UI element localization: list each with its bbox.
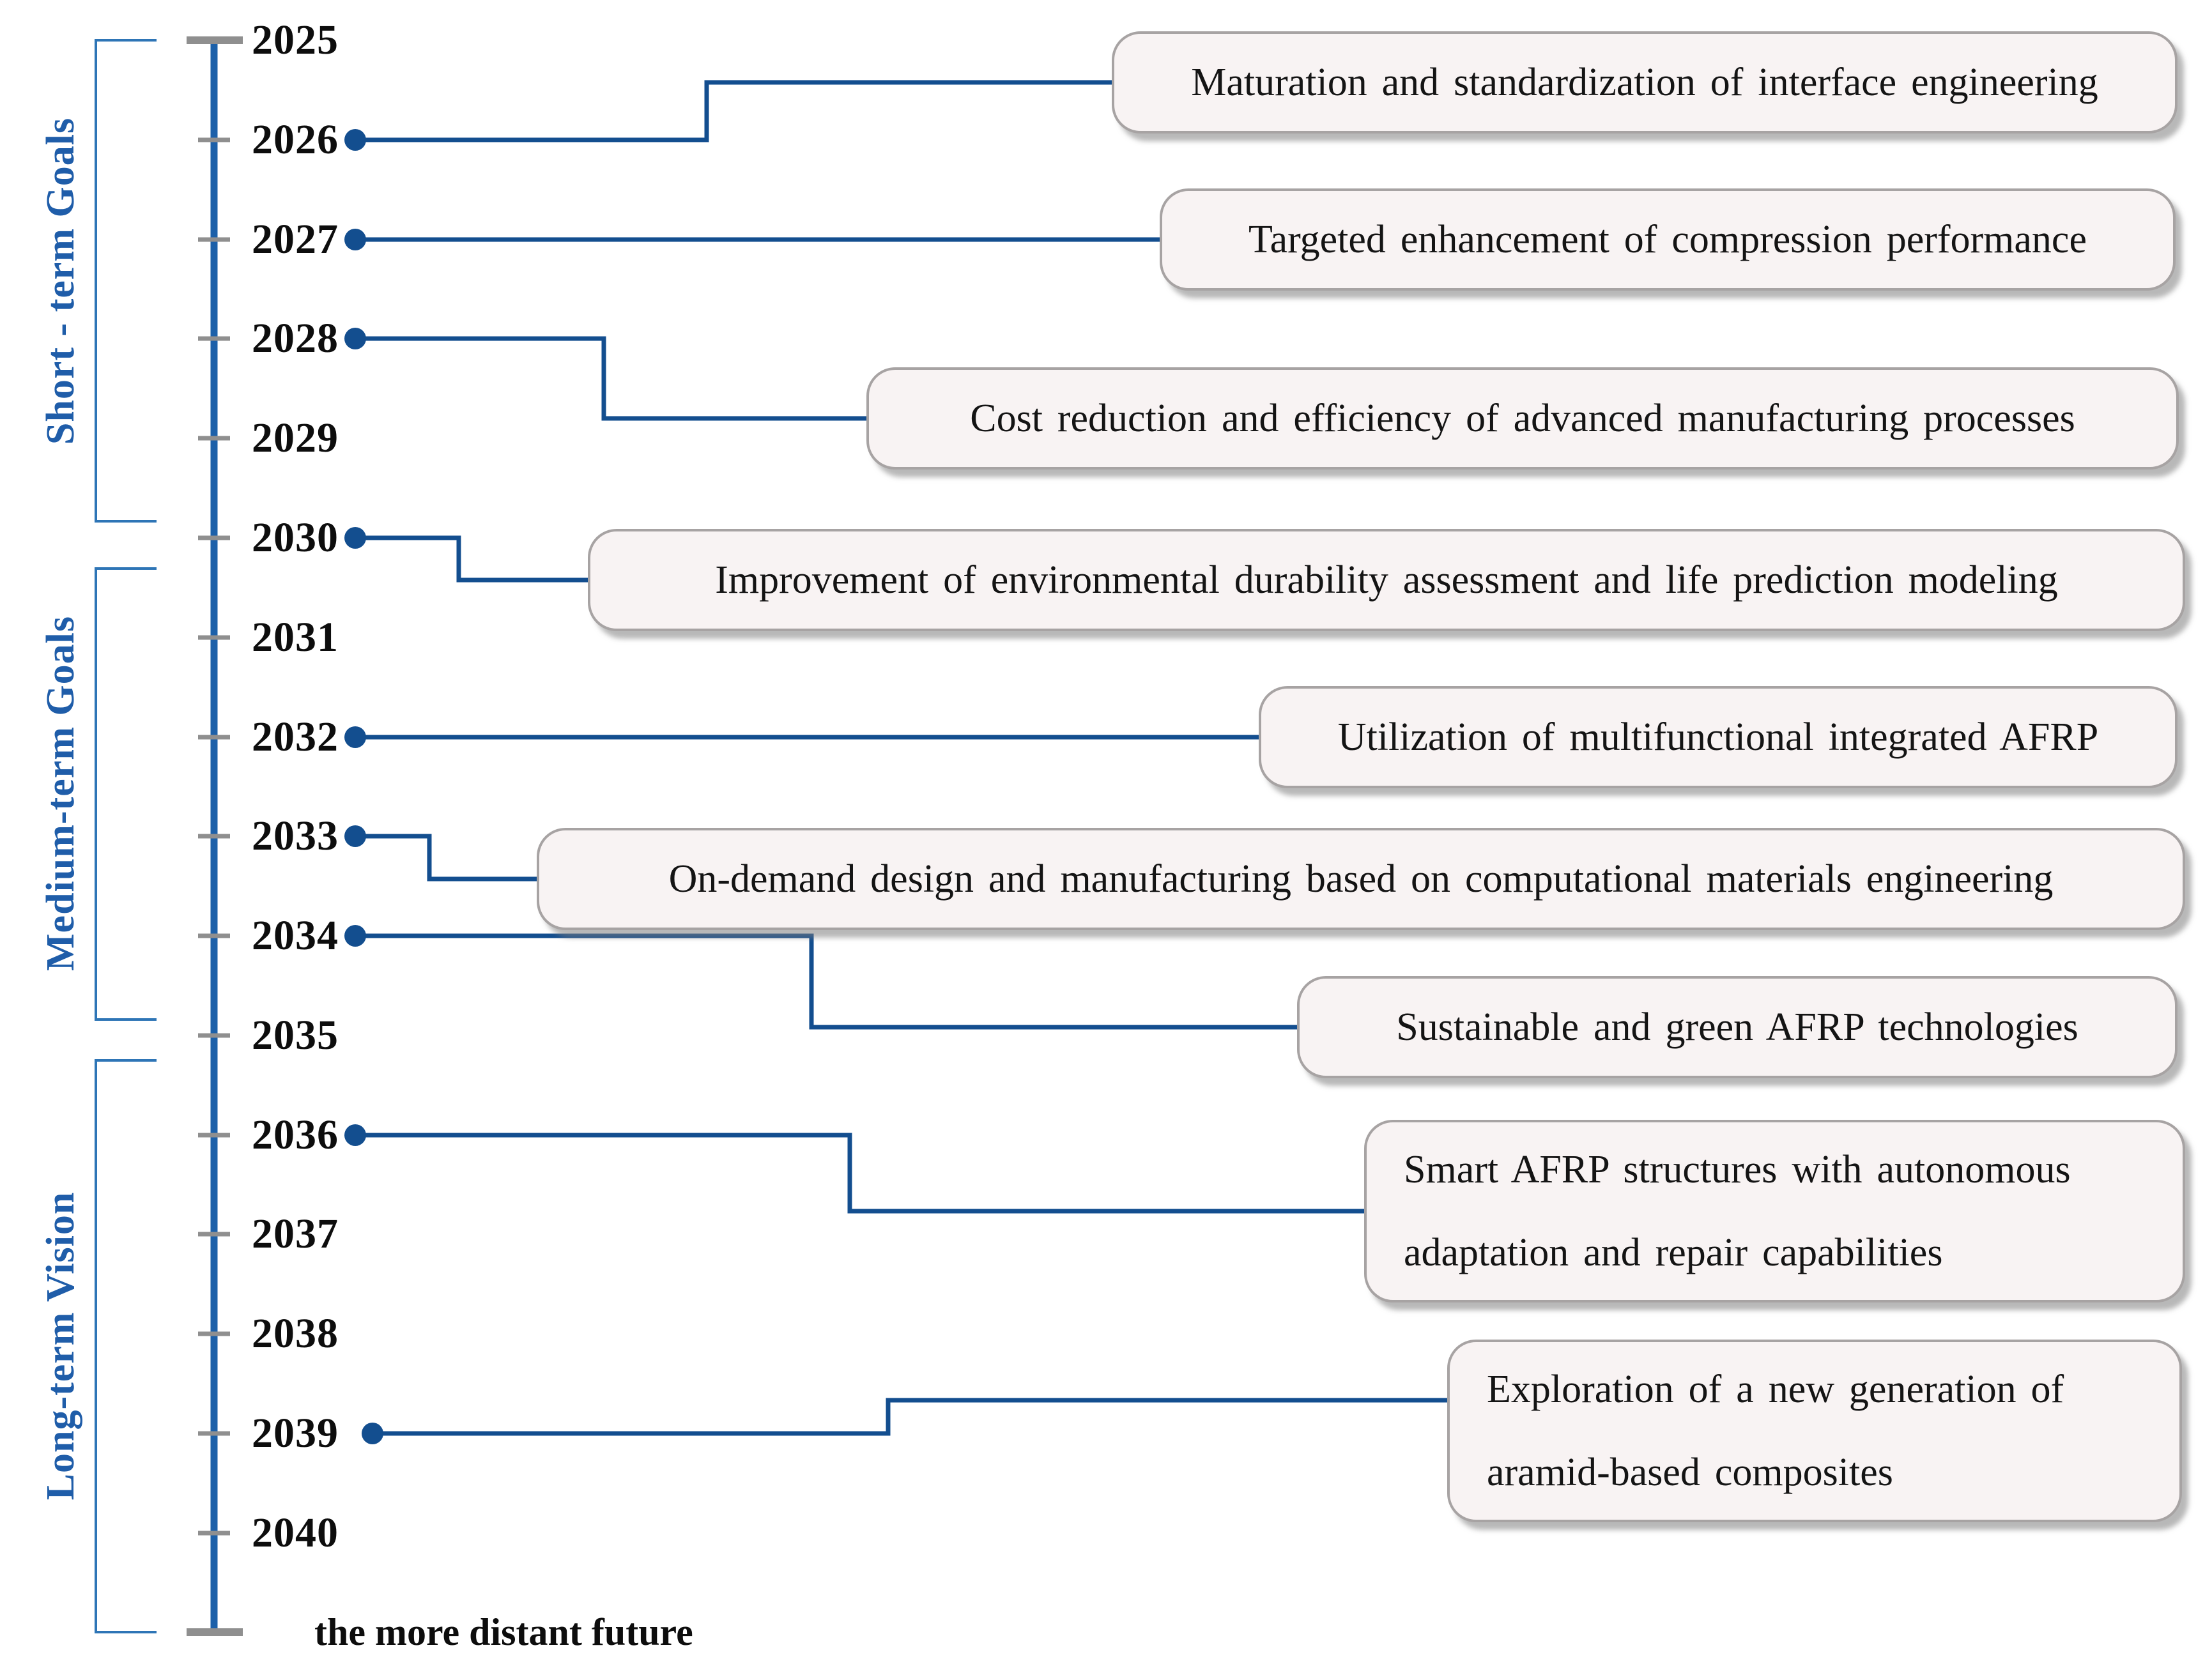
milestone-dot-2039 (362, 1423, 383, 1444)
milestone-box-2039: Exploration of a new generation of arami… (1447, 1340, 2182, 1522)
year-label-2035: 2035 (252, 1012, 339, 1058)
year-label-2025: 2025 (252, 17, 339, 63)
connector-2033 (355, 834, 537, 882)
milestone-box-2033: On-demand design and manufacturing based… (537, 828, 2185, 930)
bracket-medium-term-goals (95, 567, 157, 1021)
year-label-2029: 2029 (252, 415, 339, 461)
section-label-long-term-vision: Long-term Vision (39, 1191, 82, 1501)
section-label-medium-term-goals: Medium-term Goals (39, 616, 82, 971)
year-label-2039: 2039 (252, 1410, 339, 1456)
milestone-text: Exploration of a new generation of arami… (1487, 1367, 2064, 1494)
milestone-box-2034: Sustainable and green AFRP technologies (1297, 976, 2177, 1078)
milestone-text: Cost reduction and efficiency of advance… (970, 396, 2075, 440)
year-label-2040: 2040 (252, 1509, 339, 1556)
milestone-dot-2036 (344, 1124, 366, 1146)
bracket-short-term-goals (95, 39, 157, 523)
year-label-2036: 2036 (252, 1112, 339, 1158)
milestone-dot-2027 (344, 229, 366, 250)
milestone-text: On-demand design and manufacturing based… (668, 857, 2054, 901)
milestone-dot-2026 (344, 129, 366, 151)
connector-2034 (355, 933, 1297, 1030)
connector-2026 (355, 80, 1112, 142)
year-label-2037: 2037 (252, 1211, 339, 1257)
milestone-dot-2032 (344, 726, 366, 748)
milestone-box-2026: Maturation and standardization of interf… (1112, 31, 2177, 134)
milestone-box-2032: Utilization of multifunctional integrate… (1259, 686, 2177, 788)
milestone-box-2027: Targeted enhancement of compression perf… (1160, 188, 2176, 291)
milestone-dot-2034 (344, 925, 366, 947)
year-label-2032: 2032 (252, 714, 339, 760)
timeline-end-label: the more distant future (314, 1611, 693, 1653)
milestone-box-2030: Improvement of environmental durability … (588, 529, 2185, 631)
year-label-2027: 2027 (252, 216, 339, 263)
milestone-dot-2030 (344, 527, 366, 549)
milestone-box-2036: Smart AFRP structures with autonomous ad… (1364, 1120, 2185, 1302)
section-label-short-term-goals: Short - term Goals (39, 117, 82, 445)
year-label-2033: 2033 (252, 813, 339, 859)
milestone-text: Utilization of multifunctional integrate… (1337, 715, 2099, 759)
connector-2028 (355, 336, 866, 421)
connector-2036 (355, 1133, 1364, 1214)
year-label-2038: 2038 (252, 1310, 339, 1357)
milestone-dot-2033 (344, 825, 366, 847)
year-label-2026: 2026 (252, 116, 339, 163)
milestone-text: Smart AFRP structures with autonomous ad… (1404, 1147, 2071, 1274)
milestone-text: Improvement of environmental durability … (715, 558, 2058, 602)
bracket-long-term-vision (95, 1059, 157, 1633)
milestone-dot-2028 (344, 328, 366, 349)
year-label-2031: 2031 (252, 614, 339, 661)
milestone-text: Targeted enhancement of compression perf… (1248, 217, 2087, 261)
year-label-2034: 2034 (252, 912, 339, 959)
year-label-2030: 2030 (252, 514, 339, 561)
year-label-2028: 2028 (252, 315, 339, 362)
connector-2039 (373, 1398, 1447, 1436)
milestone-box-2028: Cost reduction and efficiency of advance… (866, 367, 2179, 470)
milestone-text: Maturation and standardization of interf… (1191, 60, 2098, 104)
milestone-text: Sustainable and green AFRP technologies (1396, 1005, 2078, 1049)
connector-2030 (355, 535, 588, 583)
